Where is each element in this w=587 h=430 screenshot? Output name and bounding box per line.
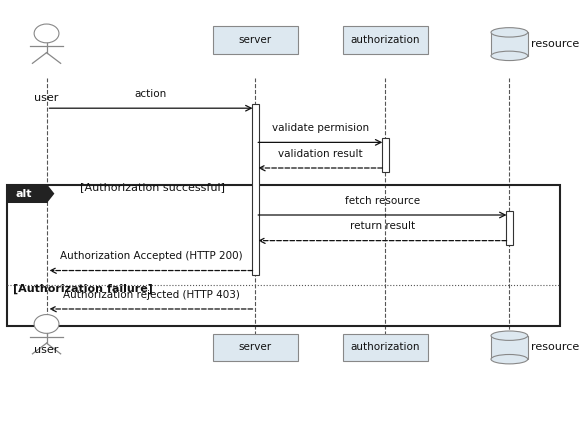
Circle shape xyxy=(34,314,59,333)
Text: validation result: validation result xyxy=(278,149,363,159)
Text: authorization: authorization xyxy=(350,342,420,353)
Text: action: action xyxy=(135,89,167,99)
Circle shape xyxy=(34,24,59,43)
FancyBboxPatch shape xyxy=(382,138,389,172)
FancyBboxPatch shape xyxy=(7,185,46,202)
Text: Authorization Accepted (HTTP 200): Authorization Accepted (HTTP 200) xyxy=(60,251,242,261)
FancyBboxPatch shape xyxy=(343,334,427,361)
Text: validate permision: validate permision xyxy=(272,123,369,133)
Text: [Authorization successful]: [Authorization successful] xyxy=(80,182,225,192)
Polygon shape xyxy=(7,185,53,202)
Ellipse shape xyxy=(491,354,528,364)
FancyBboxPatch shape xyxy=(491,32,528,56)
Text: user: user xyxy=(35,345,59,355)
Ellipse shape xyxy=(491,51,528,61)
FancyBboxPatch shape xyxy=(252,104,259,275)
FancyBboxPatch shape xyxy=(343,26,427,54)
Text: resource: resource xyxy=(531,342,579,353)
FancyBboxPatch shape xyxy=(213,26,298,54)
FancyBboxPatch shape xyxy=(491,336,528,359)
Text: alt: alt xyxy=(16,189,32,199)
Text: fetch resource: fetch resource xyxy=(345,196,420,206)
Ellipse shape xyxy=(491,28,528,37)
FancyBboxPatch shape xyxy=(506,211,512,245)
Text: authorization: authorization xyxy=(350,35,420,45)
Text: [Authorization failure]: [Authorization failure] xyxy=(13,283,153,294)
Ellipse shape xyxy=(491,331,528,341)
Text: server: server xyxy=(239,35,272,45)
Text: resource: resource xyxy=(531,39,579,49)
Text: user: user xyxy=(35,93,59,103)
Text: return result: return result xyxy=(350,221,415,231)
FancyBboxPatch shape xyxy=(213,334,298,361)
Text: Authorization rejected (HTTP 403): Authorization rejected (HTTP 403) xyxy=(63,289,239,300)
Text: server: server xyxy=(239,342,272,353)
